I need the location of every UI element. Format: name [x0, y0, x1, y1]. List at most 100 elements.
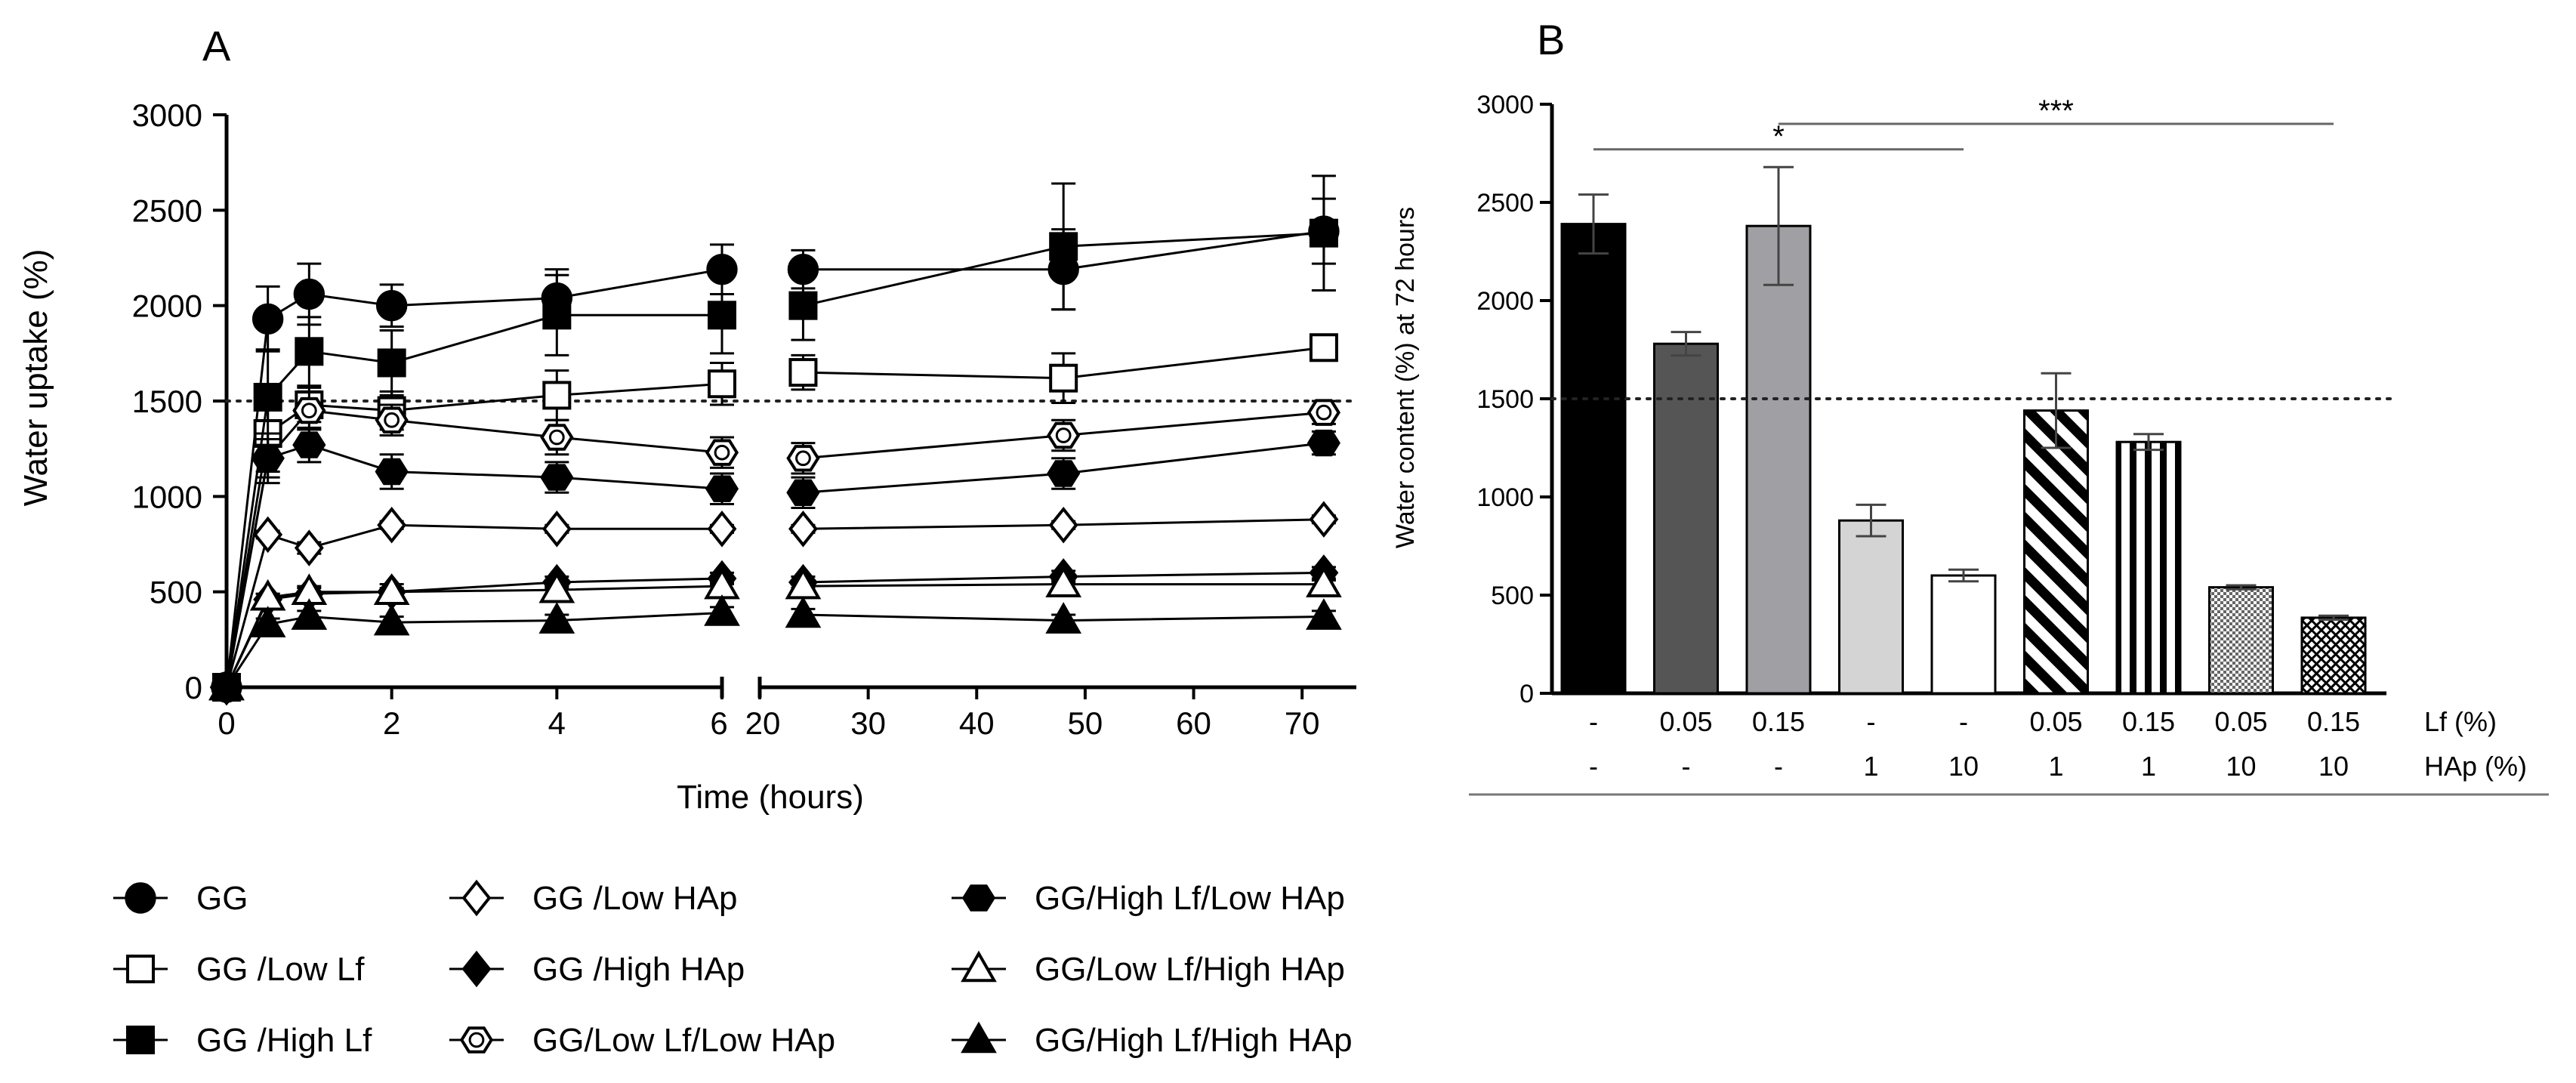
- panel-a-y-axis-label: Water uptake (%): [17, 249, 54, 507]
- panel-b-y-tick-label: 500: [1491, 582, 1534, 610]
- row-hap-value: 10: [2318, 751, 2349, 782]
- row-lf-value: -: [1589, 706, 1598, 737]
- series-gg-high-lf: [212, 174, 1338, 702]
- legend-label: GG /High HAp: [532, 951, 745, 988]
- legend-item-gg-low-hap: GG /Low HAp: [449, 879, 737, 917]
- data-point: [542, 301, 572, 330]
- data-point: [208, 668, 245, 701]
- panel-a-ticks: 0 500 1000 1500 2000 2500 3000 0 2 4 6 20 30 40 50 60 70: [132, 97, 1320, 741]
- series-line-early: [225, 523, 722, 688]
- data-point: [1045, 566, 1082, 597]
- data-point: [1049, 363, 1078, 393]
- data-point-inner: [714, 444, 730, 461]
- row-hap-value: 1: [1863, 751, 1878, 782]
- row-lf-value: 0.15: [1752, 706, 1805, 737]
- data-point: [1309, 501, 1339, 538]
- data-point: [292, 431, 326, 458]
- row-hap-value: -: [1589, 751, 1598, 782]
- panel-a-x-tick-label: 50: [1068, 705, 1103, 741]
- row-lf-value: 0.05: [2214, 706, 2267, 737]
- series-gg-low-hap: [211, 501, 1339, 706]
- legend-label: GG /High Lf: [196, 1022, 372, 1059]
- panel-a-y-tick-label: 3000: [132, 97, 202, 133]
- bar-gg-high-lf-high-hap: [2300, 616, 2367, 695]
- panel-b-y-tick-label: 2000: [1476, 287, 1534, 316]
- data-point: [377, 506, 407, 544]
- bar-gg-high-hap: [1930, 574, 1997, 695]
- data-point: [1306, 598, 1342, 630]
- data-point: [373, 573, 410, 605]
- data-point-inner: [548, 429, 565, 446]
- legend-marker: [125, 882, 156, 914]
- data-point: [1047, 460, 1081, 487]
- panel-a-x-tick-label: 6: [710, 705, 727, 741]
- data-point: [295, 337, 324, 366]
- panel-b-y-tick-label: 3000: [1476, 91, 1534, 119]
- series-line-early: [225, 268, 723, 688]
- legend-label: GG /Low HAp: [532, 880, 737, 917]
- series-gg-low-lf: [212, 333, 1338, 702]
- row-lf-value: -: [1959, 706, 1968, 737]
- row-hap-value: 1: [2141, 751, 2156, 782]
- bar-gg-high-lf: [1745, 224, 1812, 695]
- legend-label: GG /Low Lf: [196, 951, 365, 988]
- data-point: [1309, 218, 1338, 248]
- row-hap-value: -: [1682, 751, 1691, 782]
- row-lf-value: 0.05: [2029, 706, 2082, 737]
- data-point: [1045, 602, 1082, 634]
- panel-b-y-tick-label: 0: [1519, 680, 1534, 708]
- data-point-inner: [384, 412, 400, 428]
- row-lf-value: 0.15: [2307, 706, 2360, 737]
- data-point: [788, 291, 818, 320]
- panel-a-y-tick-label: 2000: [132, 288, 202, 324]
- legend-item-gg-high-hap: GG /High HAp: [449, 950, 745, 988]
- panel-a-y-tick-label: 1500: [132, 384, 202, 419]
- row-lf-value: 0.05: [1659, 706, 1712, 737]
- legend-label: GG/Low Lf/High HAp: [1035, 951, 1345, 988]
- legend-label: GG/High Lf/Low HAp: [1035, 880, 1345, 917]
- series-line-early: [225, 443, 723, 688]
- panel-a-x-tick-label: 2: [383, 705, 400, 741]
- bar-gg-high-lf-low-hap: [2115, 440, 2182, 695]
- significance-label: ***: [2038, 94, 2074, 128]
- data-point: [1307, 429, 1340, 457]
- series-gg-low-lf-low-hap: [209, 390, 1340, 701]
- row-lf-value: -: [1867, 706, 1876, 737]
- data-point: [1309, 333, 1338, 363]
- panel-a-x-tick-label: 30: [850, 705, 886, 741]
- panel-b-ticks: 0 500 1000 1500 2000 2500 3000: [1476, 91, 1552, 708]
- legend-label: GG: [196, 880, 248, 917]
- data-point: [375, 289, 408, 322]
- data-point: [377, 348, 406, 378]
- legend-marker: [961, 950, 997, 983]
- panel-a-series: [208, 174, 1342, 706]
- data-point: [705, 475, 739, 502]
- data-point-inner: [301, 403, 317, 419]
- row-hap-value: 10: [1948, 751, 1979, 782]
- data-point: [708, 369, 736, 399]
- legend-item-gg-high-lf-high-hap: GG/High Lf/High HAp: [952, 1021, 1353, 1059]
- panel-a-legend: GG GG /Low Lf GG /High Lf GG /Low HAp GG /Hi…: [113, 879, 1353, 1059]
- data-point: [538, 602, 575, 634]
- panel-b-group-table: - 0.05 0.15 - - 0.05 0.15 0.05 0.15 Lf (%) - - - 1 10 1…: [1469, 706, 2549, 796]
- panel-a-y-tick-label: 1000: [132, 479, 202, 514]
- legend-item-gg: GG: [113, 880, 248, 917]
- series-line-early: [225, 382, 723, 688]
- panel-a-x-tick-label: 40: [959, 705, 995, 741]
- panel-a-x-tick-label: 60: [1176, 705, 1211, 741]
- panel-b-y-tick-label: 1500: [1476, 385, 1534, 414]
- panel-a-line-chart: 0 500 1000 1500 2000 2500 3000 0 2 4 6 20 30 40 50 60 70…: [17, 97, 1358, 816]
- data-point: [253, 382, 282, 412]
- data-point: [373, 603, 410, 636]
- data-point: [251, 303, 284, 335]
- series-gg-high-lf-low-hap: [209, 426, 1340, 701]
- legend-label: GG/High Lf/High HAp: [1035, 1022, 1353, 1059]
- series-gg-high-lf-high-hap: [208, 594, 1342, 701]
- data-point-inner: [1055, 427, 1072, 443]
- legend-marker-inner: [468, 1032, 485, 1048]
- panel-a-x-axis-label: Time (hours): [677, 779, 864, 816]
- panel-label-b: B: [1537, 16, 1565, 63]
- data-point: [708, 301, 736, 330]
